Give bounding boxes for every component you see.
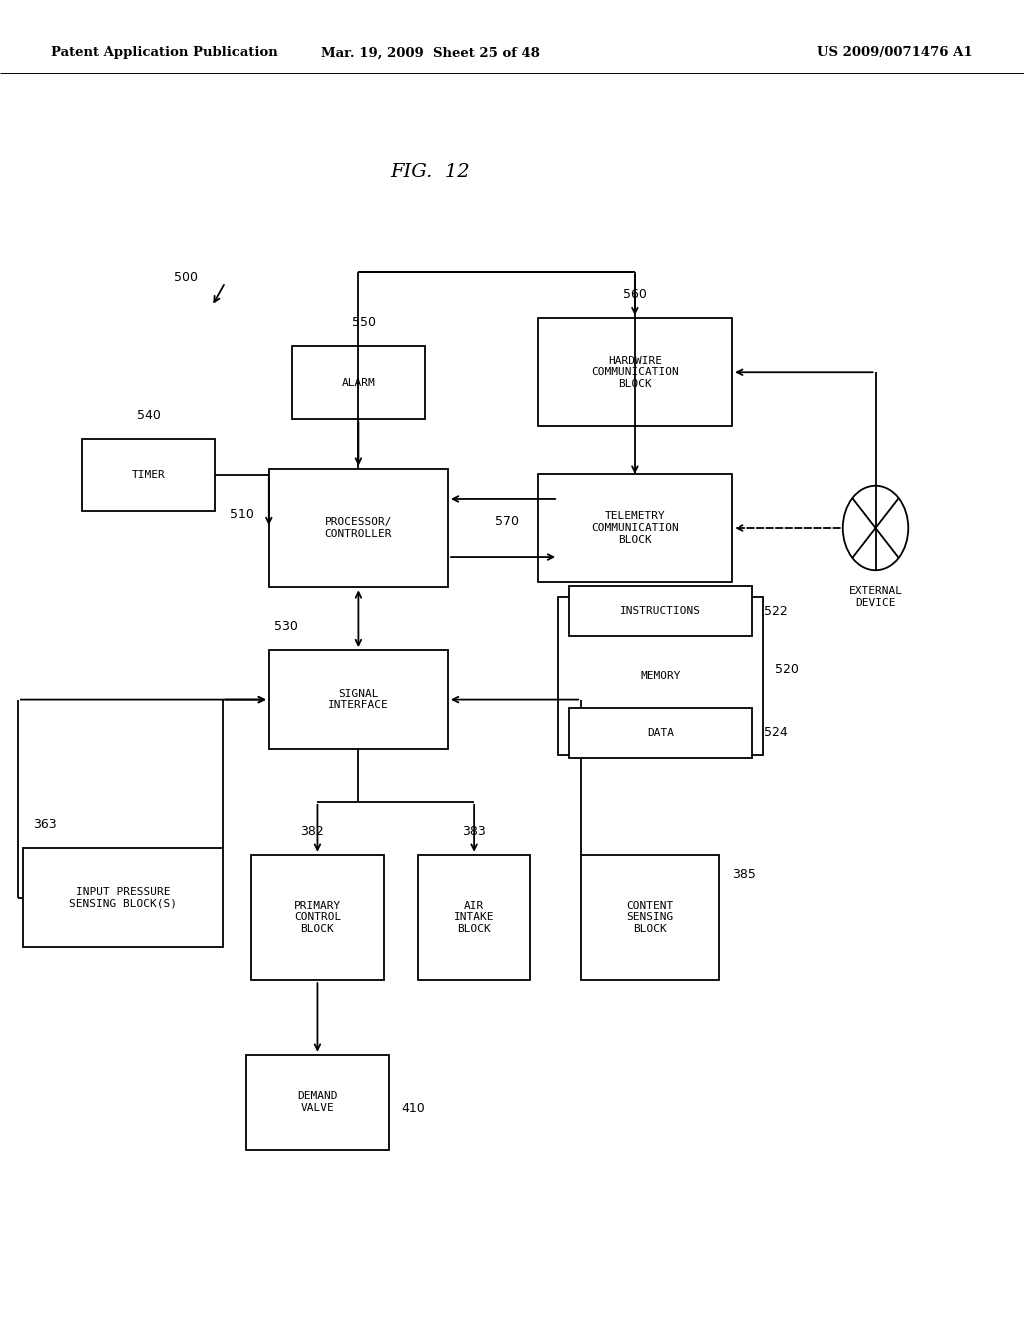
FancyBboxPatch shape — [292, 346, 425, 420]
FancyBboxPatch shape — [82, 438, 215, 511]
Text: 410: 410 — [401, 1102, 425, 1115]
FancyBboxPatch shape — [538, 474, 732, 582]
Text: MEMORY: MEMORY — [640, 671, 681, 681]
FancyBboxPatch shape — [268, 469, 447, 587]
FancyBboxPatch shape — [23, 847, 223, 948]
FancyBboxPatch shape — [251, 855, 384, 979]
Text: TIMER: TIMER — [132, 470, 165, 480]
Text: 382: 382 — [300, 825, 325, 838]
Text: TELEMETRY
COMMUNICATION
BLOCK: TELEMETRY COMMUNICATION BLOCK — [591, 511, 679, 545]
Text: FIG.  12: FIG. 12 — [390, 162, 470, 181]
Text: CONTENT
SENSING
BLOCK: CONTENT SENSING BLOCK — [627, 900, 674, 935]
Text: 540: 540 — [136, 409, 161, 422]
Text: HARDWIRE
COMMUNICATION
BLOCK: HARDWIRE COMMUNICATION BLOCK — [591, 355, 679, 389]
Text: PROCESSOR/
CONTROLLER: PROCESSOR/ CONTROLLER — [325, 517, 392, 539]
Text: 522: 522 — [764, 605, 787, 618]
Text: INPUT PRESSURE
SENSING BLOCK(S): INPUT PRESSURE SENSING BLOCK(S) — [69, 887, 177, 908]
Text: AIR
INTAKE
BLOCK: AIR INTAKE BLOCK — [454, 900, 495, 935]
Text: ALARM: ALARM — [342, 378, 375, 388]
Text: EXTERNAL
DEVICE: EXTERNAL DEVICE — [849, 586, 902, 607]
Text: 524: 524 — [764, 726, 787, 739]
FancyBboxPatch shape — [418, 855, 530, 979]
Text: Mar. 19, 2009  Sheet 25 of 48: Mar. 19, 2009 Sheet 25 of 48 — [321, 46, 540, 59]
Text: 550: 550 — [351, 317, 376, 330]
Text: 560: 560 — [623, 288, 647, 301]
Text: 530: 530 — [273, 620, 298, 634]
FancyBboxPatch shape — [558, 597, 763, 755]
Text: 570: 570 — [496, 515, 519, 528]
FancyBboxPatch shape — [246, 1055, 389, 1150]
FancyBboxPatch shape — [569, 708, 752, 758]
FancyBboxPatch shape — [268, 651, 447, 750]
Text: INSTRUCTIONS: INSTRUCTIONS — [620, 606, 701, 616]
Text: 500: 500 — [174, 271, 198, 284]
Text: PRIMARY
CONTROL
BLOCK: PRIMARY CONTROL BLOCK — [294, 900, 341, 935]
FancyBboxPatch shape — [582, 855, 719, 979]
Text: US 2009/0071476 A1: US 2009/0071476 A1 — [817, 46, 973, 59]
Text: 383: 383 — [462, 825, 486, 838]
Text: DEMAND
VALVE: DEMAND VALVE — [297, 1092, 338, 1113]
Text: 385: 385 — [731, 869, 756, 880]
Text: Patent Application Publication: Patent Application Publication — [51, 46, 278, 59]
FancyBboxPatch shape — [538, 318, 732, 426]
Text: 363: 363 — [33, 818, 57, 832]
FancyBboxPatch shape — [569, 586, 752, 636]
Text: DATA: DATA — [647, 727, 674, 738]
Text: SIGNAL
INTERFACE: SIGNAL INTERFACE — [328, 689, 389, 710]
Text: 520: 520 — [775, 663, 799, 676]
Text: 510: 510 — [229, 508, 253, 521]
